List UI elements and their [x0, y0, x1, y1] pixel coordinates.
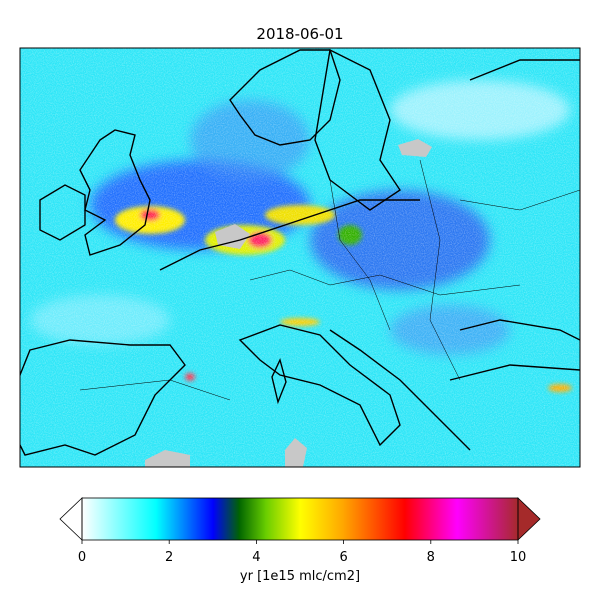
colorbar-segment — [212, 498, 240, 540]
coastlines — [20, 48, 580, 456]
colorbar-segment — [456, 498, 519, 540]
texture — [20, 48, 580, 467]
colorbar-segment — [238, 498, 266, 540]
colorbar-segment — [82, 498, 157, 540]
map-frame — [19, 47, 581, 468]
colorbar-segment — [156, 498, 214, 540]
borders — [79, 159, 580, 401]
colorbar-segment — [300, 498, 345, 540]
colorbar: 0 2 4 6 8 10 — [59, 497, 541, 565]
tick-label: 10 — [510, 550, 527, 565]
colorbar-frame — [81, 497, 519, 541]
colorbar-segment — [265, 498, 301, 540]
tick-label: 4 — [252, 550, 260, 565]
colorbar-extend-low — [59, 497, 83, 541]
map-title: 2018-06-01 — [256, 25, 343, 43]
colorbar-segment — [404, 498, 458, 540]
colorbar-label: yr [1e15 mlc/cm2] — [240, 569, 360, 584]
tick-label: 2 — [165, 550, 173, 565]
colorbar-segment — [343, 498, 406, 540]
tick-label: 0 — [78, 550, 86, 565]
tick-label: 8 — [427, 550, 435, 565]
no-data — [145, 139, 432, 467]
colorbar-extend-high — [517, 497, 541, 541]
tick-label: 6 — [339, 550, 347, 565]
map — [20, 48, 580, 467]
